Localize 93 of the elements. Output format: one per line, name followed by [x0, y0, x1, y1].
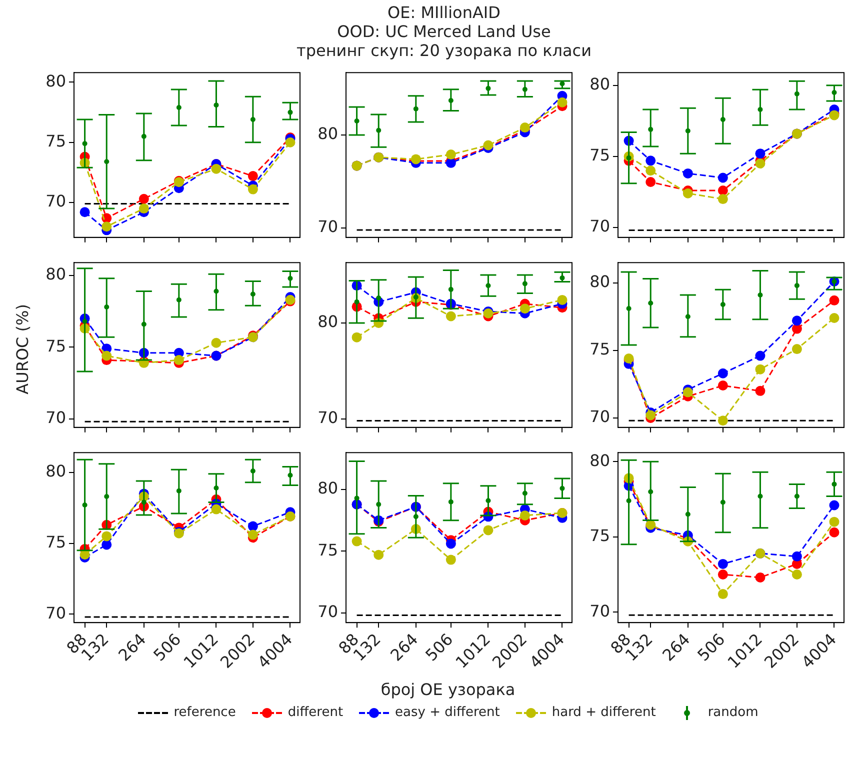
- y-tick-label: 70: [318, 602, 338, 621]
- y-tick-label: 75: [46, 132, 66, 151]
- point: [755, 158, 766, 169]
- legend-label: different: [288, 705, 344, 720]
- point: [682, 188, 693, 198]
- chart-title: OE: MIllionAID OOD: UC Merced Land Use тренинг скуп: 20 узорака по класи: [296, 3, 592, 60]
- legend-label: easy + different: [395, 705, 500, 720]
- point: [446, 538, 456, 549]
- point: [829, 527, 840, 538]
- point: [718, 186, 728, 196]
- y-tick-label: 70: [318, 408, 338, 427]
- point: [646, 176, 656, 187]
- point: [211, 164, 222, 174]
- point: [174, 355, 184, 366]
- point: [755, 148, 766, 159]
- point: [520, 304, 530, 314]
- point: [718, 558, 728, 569]
- point: [248, 171, 258, 182]
- y-tick-label: 80: [318, 312, 338, 332]
- y-tick-label: 70: [590, 216, 610, 236]
- y-tick-label: 80: [590, 272, 610, 292]
- point: [446, 311, 456, 322]
- point: [829, 312, 840, 323]
- point: [792, 344, 802, 354]
- x-tick-label: 264: [658, 630, 694, 665]
- point: [248, 184, 258, 194]
- point: [483, 525, 494, 536]
- y-tick-label: 70: [46, 603, 66, 622]
- point: [374, 550, 384, 560]
- point: [102, 222, 112, 232]
- x-tick-label: 264: [114, 630, 150, 665]
- point: [829, 500, 840, 510]
- point: [682, 387, 693, 398]
- legend-label: random: [708, 705, 758, 720]
- point: [248, 521, 258, 532]
- point: [829, 295, 840, 306]
- point: [557, 97, 568, 108]
- y-tick-label: 70: [46, 192, 66, 211]
- y-tick-label: 80: [46, 462, 66, 481]
- point: [646, 410, 656, 420]
- point: [718, 589, 728, 600]
- point: [792, 551, 802, 562]
- point: [718, 368, 728, 378]
- y-axis-title: AUROC (%): [12, 304, 32, 394]
- point: [211, 504, 222, 514]
- point: [138, 194, 149, 204]
- point: [211, 338, 222, 348]
- y-tick-label: 75: [46, 532, 66, 552]
- y-tick-label: 70: [46, 408, 66, 427]
- point: [755, 364, 766, 374]
- y-tick-label: 70: [590, 601, 610, 620]
- y-tick-label: 75: [46, 336, 66, 356]
- x-tick-label: 264: [386, 630, 422, 665]
- point: [792, 569, 802, 580]
- legend-label: hard + different: [552, 705, 656, 720]
- point: [718, 172, 728, 183]
- y-tick-label: 80: [46, 264, 66, 284]
- y-tick-label: 70: [318, 217, 338, 236]
- point: [446, 150, 456, 160]
- point: [646, 156, 656, 166]
- point: [557, 294, 568, 305]
- point: [792, 316, 802, 326]
- y-tick-label: 80: [318, 478, 338, 498]
- point: [718, 569, 728, 580]
- point: [718, 416, 728, 426]
- point: [718, 194, 728, 204]
- y-tick-label: 70: [590, 407, 610, 426]
- point: [755, 572, 766, 582]
- x-axis-title: број ОЕ узорака: [380, 680, 516, 699]
- point: [520, 510, 530, 520]
- y-tick-label: 80: [46, 71, 66, 90]
- point: [102, 540, 112, 550]
- point: [102, 531, 112, 542]
- point: [446, 554, 456, 565]
- point: [248, 530, 258, 540]
- point: [755, 386, 766, 396]
- y-tick-label: 80: [318, 124, 338, 144]
- point: [682, 168, 693, 178]
- point: [829, 516, 840, 527]
- point: [646, 166, 656, 176]
- y-tick-label: 75: [318, 540, 338, 560]
- y-tick-label: 75: [590, 146, 610, 165]
- y-tick-label: 80: [590, 74, 610, 94]
- point: [102, 350, 112, 361]
- point: [718, 380, 728, 391]
- point: [138, 204, 149, 214]
- y-tick-label: 80: [590, 450, 610, 470]
- legend-label: reference: [174, 705, 236, 720]
- point: [285, 137, 296, 148]
- y-tick-label: 75: [590, 526, 610, 546]
- point: [755, 350, 766, 361]
- point: [520, 122, 530, 133]
- y-tick-label: 75: [590, 340, 610, 359]
